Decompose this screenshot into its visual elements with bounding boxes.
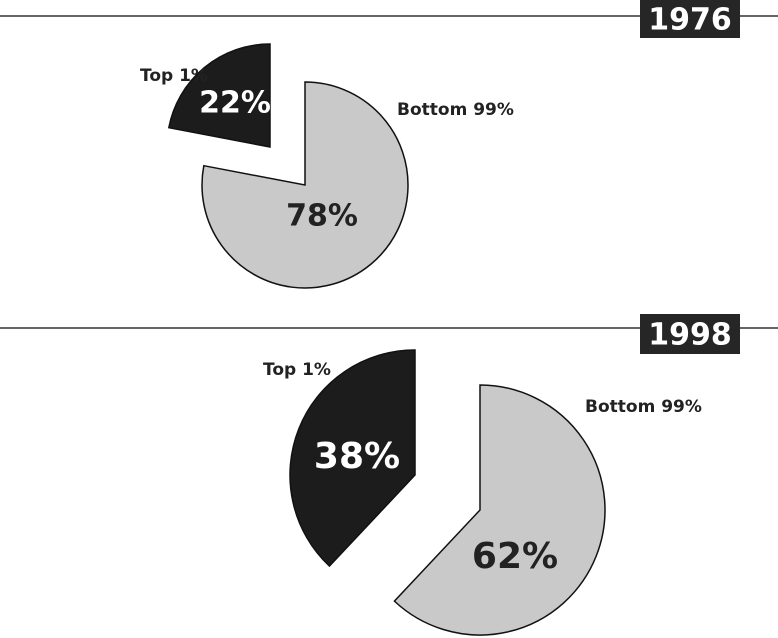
value-label: 62%: [472, 536, 558, 577]
value-label: 38%: [314, 436, 400, 477]
category-label: Bottom 99%: [585, 397, 702, 417]
value-label: 22%: [199, 86, 271, 121]
year-label: 1976: [648, 3, 732, 38]
pie-slice: [394, 385, 605, 635]
year-label: 1998: [648, 318, 732, 353]
category-label: Top 1%: [263, 360, 331, 380]
category-label: Top 1%: [140, 66, 208, 86]
chart: 1976 Top 1% Bottom 99% 22% 78% 1998 Top 1% Bott…: [0, 0, 778, 638]
category-label: Bottom 99%: [397, 100, 514, 120]
value-label: 78%: [286, 199, 358, 234]
